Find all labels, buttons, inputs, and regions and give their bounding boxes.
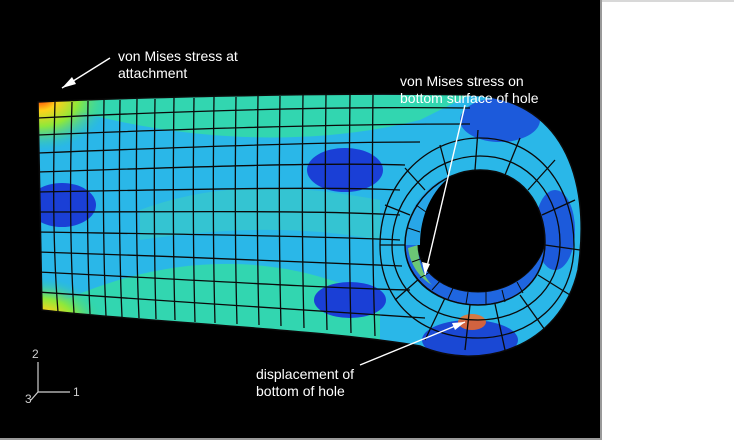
fea-viewport[interactable]: von Mises stress at attachment von Mises…: [0, 0, 602, 440]
callout-hole-surface-line1: von Mises stress on: [400, 73, 524, 89]
callout-attachment: von Mises stress at attachment: [118, 48, 238, 82]
stress-contour-field: [38, 94, 582, 357]
callout-displacement: displacement of bottom of hole: [256, 366, 354, 400]
triad-axis-3-line: [30, 391, 39, 401]
callout-displacement-line1: displacement of: [256, 366, 355, 382]
callout-hole-surface-line2: bottom surface of hole: [400, 90, 539, 106]
part-outline: [37, 93, 582, 357]
callout-arrowheads: [62, 77, 465, 330]
callout-hole-surface: von Mises stress on bottom surface of ho…: [400, 73, 539, 107]
displacement-arrowhead: [452, 322, 465, 330]
finite-element-mesh: [38, 94, 581, 351]
callout-attachment-line1: von Mises stress at: [118, 48, 238, 64]
hole-inner-wall: [405, 170, 545, 305]
hole-outline: [404, 169, 546, 306]
coordinate-triad: [30, 362, 70, 401]
hole-surface-leader-line: [424, 104, 466, 276]
triad-axis-1-label: 1: [73, 385, 80, 399]
hole-surface-arrowhead: [422, 262, 430, 275]
fea-model-render: [30, 57, 582, 401]
callout-displacement-line2: bottom of hole: [256, 383, 345, 399]
triad-axis-2-label: 2: [32, 347, 39, 361]
callout-attachment-line2: attachment: [118, 65, 188, 81]
attachment-arrowhead: [62, 77, 76, 88]
triad-axis-3-label: 3: [25, 392, 32, 406]
displacement-leader-line: [359, 321, 466, 366]
